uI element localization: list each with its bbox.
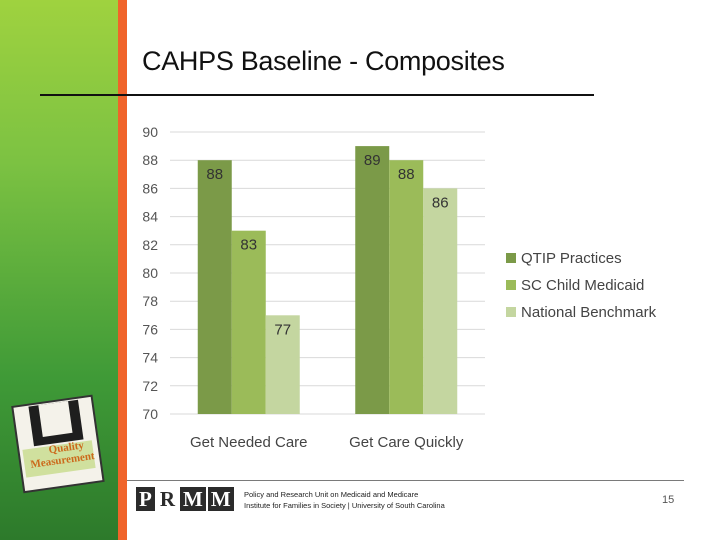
legend-label: SC Child Medicaid — [521, 277, 644, 294]
y-tick-label: 70 — [142, 406, 158, 422]
logo-letter: M — [180, 487, 206, 511]
y-tick-label: 78 — [142, 293, 158, 309]
y-tick-label: 80 — [142, 265, 158, 281]
bar — [265, 315, 300, 414]
legend-swatch — [506, 280, 516, 290]
bar — [389, 160, 424, 414]
y-tick-label: 84 — [142, 209, 158, 225]
legend-swatch — [506, 253, 516, 263]
y-tick-label: 74 — [142, 350, 158, 366]
bar — [423, 188, 458, 414]
y-tick-label: 72 — [142, 378, 158, 394]
page-number: 15 — [662, 494, 675, 506]
bar — [355, 146, 390, 414]
quality-measurement-badge: Quality Measurement — [4, 391, 111, 498]
footer-line1: Policy and Research Unit on Medicaid and… — [244, 490, 419, 499]
y-tick-label: 86 — [142, 180, 158, 196]
badge-graphic — [11, 394, 105, 494]
footer-text: Policy and Research Unit on Medicaid and… — [244, 489, 445, 511]
data-label: 89 — [364, 152, 381, 169]
legend-label: QTIP Practices — [521, 250, 622, 267]
logo-letter: R — [156, 487, 178, 511]
x-category-label: Get Needed Care — [190, 434, 308, 451]
data-label: 88 — [398, 166, 415, 183]
bar-chart: 70 72 74 76 78 80 82 84 86 88 90 88 83 77 Get Needed C… — [142, 124, 657, 451]
y-tick-label: 88 — [142, 152, 158, 168]
logo-letter: M — [207, 487, 234, 511]
y-tick-label: 82 — [142, 237, 158, 253]
slide-title: CAHPS Baseline - Composites — [142, 46, 505, 76]
footer-divider — [127, 480, 684, 481]
y-tick-label: 90 — [142, 124, 158, 140]
data-label: 88 — [206, 166, 223, 183]
data-label: 77 — [274, 321, 291, 338]
title-divider — [40, 94, 594, 96]
footer-line2: Institute for Families in Society | Univ… — [244, 501, 445, 510]
data-label: 83 — [240, 237, 257, 254]
sidebar-accent-stripe — [118, 0, 127, 540]
legend-swatch — [506, 307, 516, 317]
bar — [231, 230, 266, 414]
bar — [197, 160, 232, 414]
y-tick-label: 76 — [142, 321, 158, 337]
legend-label: National Benchmark — [521, 304, 657, 321]
x-category-label: Get Care Quickly — [349, 434, 464, 451]
logo-letter: P — [136, 487, 155, 511]
data-label: 86 — [432, 194, 449, 211]
prmm-logo: P R M M — [136, 487, 234, 511]
